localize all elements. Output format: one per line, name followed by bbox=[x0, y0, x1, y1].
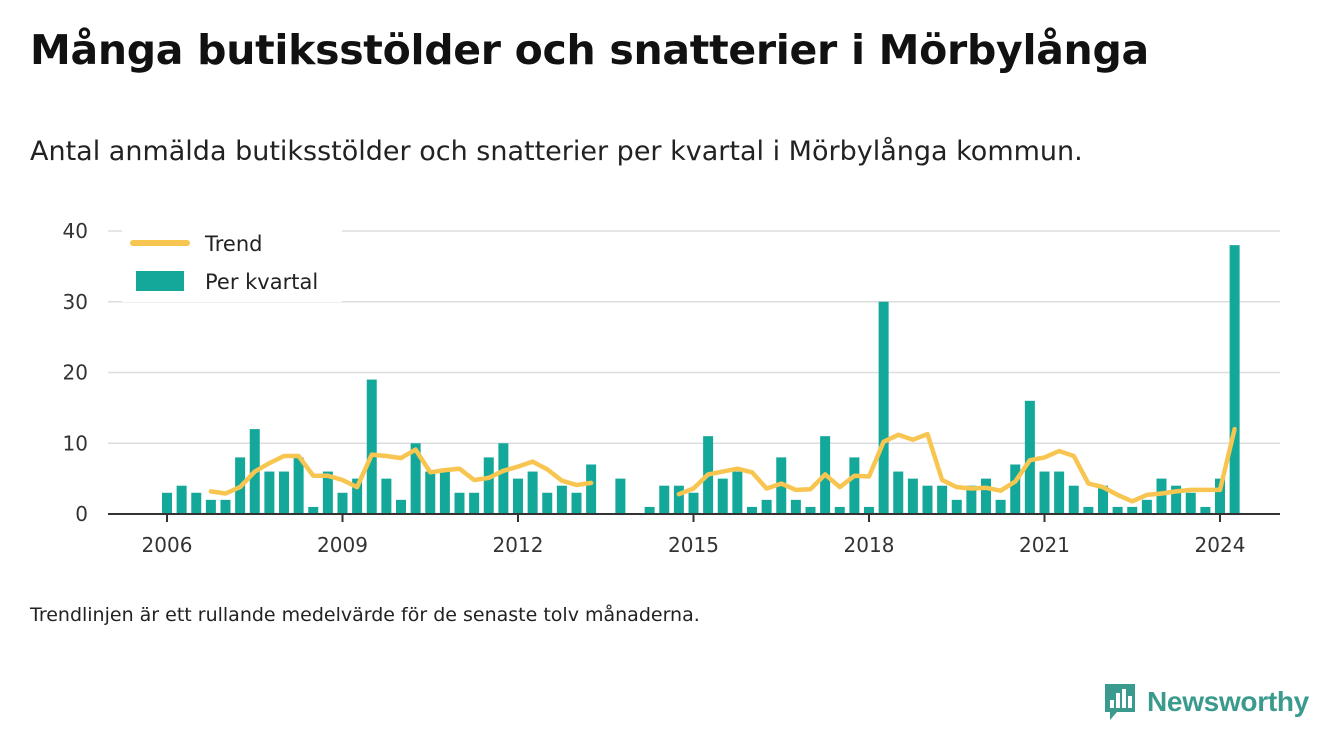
legend: Trend Per kvartal bbox=[122, 226, 342, 302]
bar-2020-q4 bbox=[1024, 400, 1035, 514]
brand-name: Newsworthy bbox=[1147, 686, 1309, 717]
bar-2021-q3 bbox=[1068, 485, 1079, 514]
bar-2016-q4 bbox=[790, 499, 801, 514]
footnote: Trendlinjen är ett rullande medelvärde f… bbox=[30, 604, 700, 626]
y-tick-label-10: 10 bbox=[63, 431, 88, 455]
legend-bar-label: Per kvartal bbox=[205, 270, 318, 294]
bar-2019-q4 bbox=[966, 485, 977, 514]
bar-2015-q3 bbox=[717, 478, 728, 514]
y-tick-label-30: 30 bbox=[63, 290, 88, 314]
bar-2022-q2 bbox=[1112, 506, 1123, 514]
trend-line-segment-1 bbox=[208, 447, 594, 496]
bar-2006-q4 bbox=[205, 499, 216, 514]
bar-2016-q1 bbox=[747, 506, 757, 514]
bar-2022-q4 bbox=[1141, 499, 1152, 514]
bar-2020-q1 bbox=[981, 478, 991, 514]
bar-2014-q3 bbox=[659, 485, 670, 514]
bar-2021-q4 bbox=[1083, 506, 1094, 514]
newsworthy-logo-icon bbox=[1105, 684, 1135, 720]
bar-2022-q1 bbox=[1098, 485, 1108, 514]
bar-2020-q2 bbox=[995, 499, 1006, 514]
trend-line-group bbox=[208, 426, 1237, 504]
bar-2008-q3 bbox=[308, 506, 319, 514]
bar-2013-q1 bbox=[571, 492, 582, 514]
bar-2019-q2 bbox=[937, 485, 948, 514]
bar-2011-q1 bbox=[454, 492, 465, 514]
bar-2018-q2 bbox=[878, 301, 889, 514]
bar-2010-q3 bbox=[425, 471, 436, 514]
bar-2008-q2 bbox=[293, 457, 304, 514]
bar-2015-q1 bbox=[688, 492, 699, 514]
bar-2009-q3 bbox=[366, 379, 377, 514]
x-tick-label-2009: 2009 bbox=[317, 533, 368, 557]
bar-2011-q4 bbox=[498, 443, 509, 514]
bar-2010-q1 bbox=[396, 499, 406, 514]
y-tick-label-0: 0 bbox=[75, 502, 88, 526]
bar-2008-q4 bbox=[322, 471, 333, 514]
y-tick-label-40: 40 bbox=[63, 219, 88, 243]
x-tick-label-2024: 2024 bbox=[1195, 533, 1246, 557]
bar-line-chart: 0 10 20 30 40 2006 2009 2012 2015 2018 2021 2024 Tr… bbox=[63, 219, 1280, 557]
bar-2010-q2 bbox=[410, 443, 421, 514]
bar-2014-q2 bbox=[644, 506, 655, 514]
bar-2022-q3 bbox=[1127, 506, 1138, 514]
brand-logo[interactable]: Newsworthy bbox=[1103, 682, 1309, 722]
x-tick-label-2018: 2018 bbox=[844, 533, 895, 557]
chart-subtitle: Antal anmälda butiksstölder och snatteri… bbox=[30, 136, 1083, 167]
axes: 0 10 20 30 40 2006 2009 2012 2015 2018 2021 2024 bbox=[63, 219, 1280, 557]
bar-2009-q4 bbox=[381, 478, 392, 514]
bar-2019-q3 bbox=[951, 499, 962, 514]
x-tick-label-2006: 2006 bbox=[142, 533, 193, 557]
bar-2009-q2 bbox=[352, 478, 363, 514]
legend-trend-label: Trend bbox=[204, 232, 262, 256]
bar-2018-q1 bbox=[864, 506, 874, 514]
x-tick-label-2015: 2015 bbox=[668, 533, 719, 557]
x-tick-label-2021: 2021 bbox=[1019, 533, 1070, 557]
bar-2012-q2 bbox=[527, 471, 538, 514]
y-tick-label-20: 20 bbox=[63, 361, 88, 385]
bar-2007-q4 bbox=[264, 471, 275, 514]
bar-2021-q2 bbox=[1054, 471, 1065, 514]
chart-title: Många butiksstölder och snatterier i Mör… bbox=[30, 26, 1149, 74]
bar-2011-q3 bbox=[483, 457, 494, 514]
bar-2021-q1 bbox=[1039, 471, 1050, 514]
bar-2017-q3 bbox=[834, 506, 845, 514]
bar-2012-q4 bbox=[556, 485, 567, 514]
bar-2023-q2 bbox=[1171, 485, 1182, 514]
bar-2012-q3 bbox=[542, 492, 553, 514]
bar-2024-q1 bbox=[1215, 478, 1225, 514]
bar-2017-q4 bbox=[849, 457, 860, 514]
bar-2018-q3 bbox=[893, 471, 904, 514]
bar-2016-q2 bbox=[761, 499, 772, 514]
bar-2023-q3 bbox=[1185, 492, 1196, 514]
bar-2019-q1 bbox=[922, 485, 933, 514]
trend-line-segment-2 bbox=[676, 426, 1237, 504]
bar-2017-q1 bbox=[805, 506, 816, 514]
legend-bar-swatch bbox=[136, 271, 184, 291]
bar-2013-q4 bbox=[615, 478, 626, 514]
bar-2018-q4 bbox=[907, 478, 918, 514]
bar-2007-q1 bbox=[220, 499, 231, 514]
bar-2006-q1 bbox=[162, 492, 172, 514]
bar-2020-q3 bbox=[1010, 464, 1021, 514]
bar-2012-q1 bbox=[513, 478, 523, 514]
bar-2015-q4 bbox=[732, 471, 743, 514]
bar-2010-q4 bbox=[439, 471, 450, 514]
bar-2009-q1 bbox=[337, 492, 348, 514]
bar-2006-q3 bbox=[191, 492, 202, 514]
bar-2013-q2 bbox=[586, 464, 597, 514]
bar-2008-q1 bbox=[279, 471, 289, 514]
x-tick-label-2012: 2012 bbox=[493, 533, 544, 557]
bar-2024-q2 bbox=[1229, 245, 1240, 514]
bar-2014-q4 bbox=[673, 485, 684, 514]
bar-2023-q1 bbox=[1156, 478, 1167, 514]
bar-2011-q2 bbox=[469, 492, 480, 514]
bar-2023-q4 bbox=[1200, 506, 1211, 514]
bar-2006-q2 bbox=[176, 485, 187, 514]
